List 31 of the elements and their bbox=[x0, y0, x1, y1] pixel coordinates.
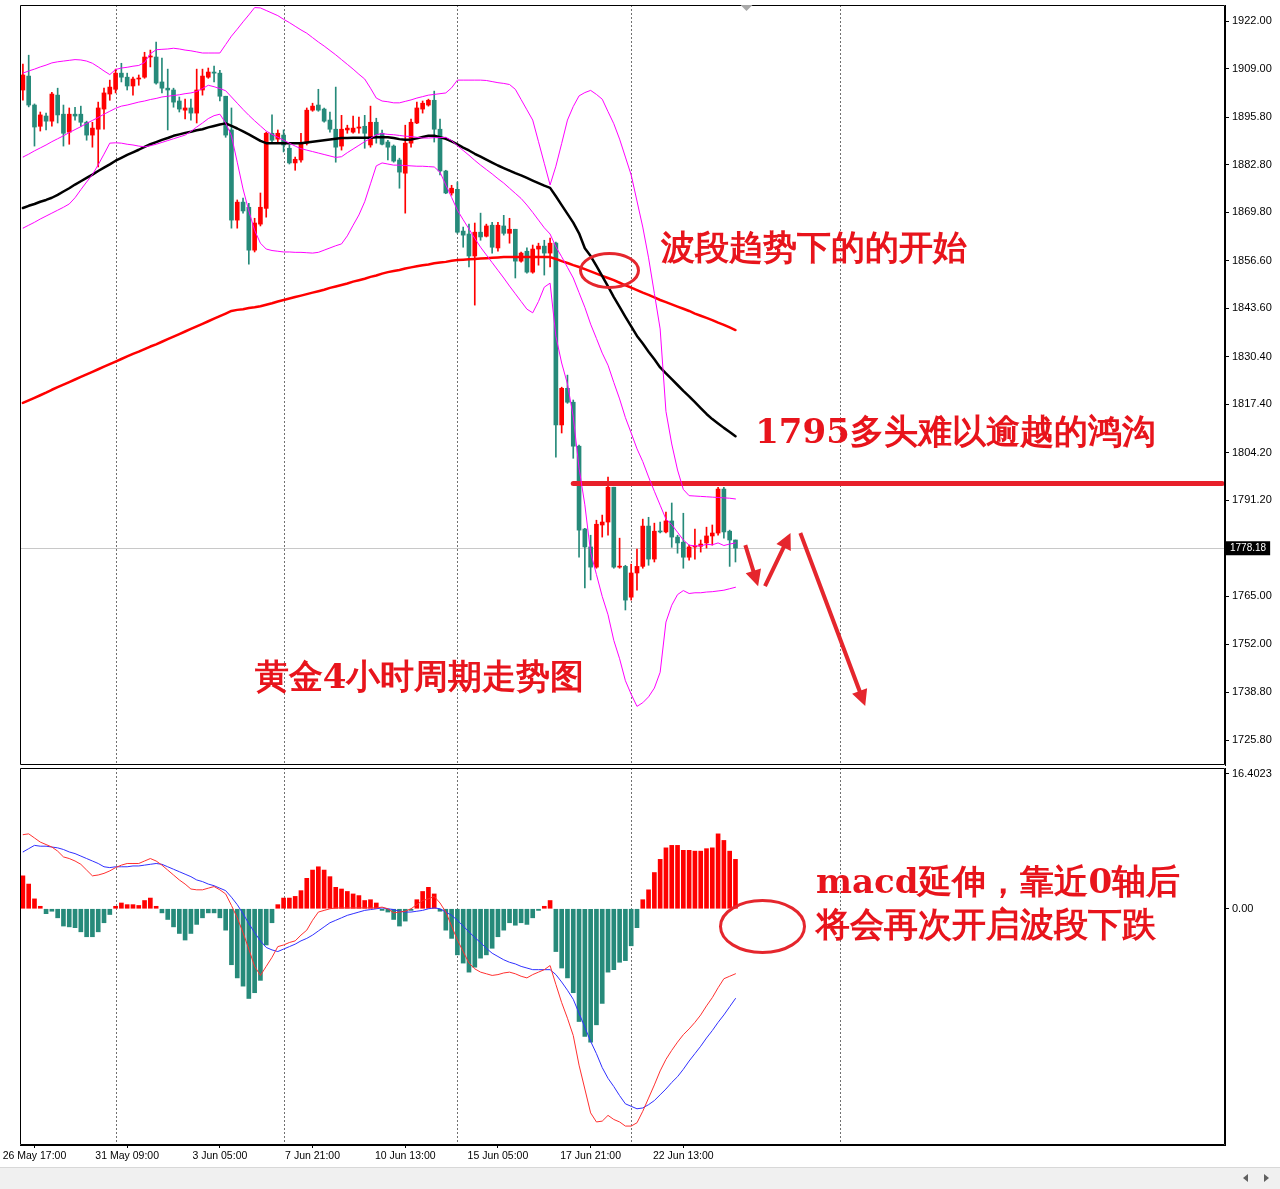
y-tick-label: 16.4023 bbox=[1232, 766, 1272, 779]
y-tick-label: 1725.80 bbox=[1232, 733, 1272, 746]
y-tick-label: 1922.00 bbox=[1232, 14, 1272, 27]
x-tick-label: 3 Jun 05:00 bbox=[192, 1149, 248, 1162]
y-tick-label: 1843.60 bbox=[1232, 301, 1272, 314]
annotation: 黄金4小时周期走势图 bbox=[254, 656, 585, 697]
y-tick-label: 1856.60 bbox=[1232, 253, 1272, 266]
y-tick-label: 0.00 bbox=[1232, 901, 1254, 914]
x-tick-label: 15 Jun 05:00 bbox=[467, 1149, 529, 1162]
y-tick-label: 1895.80 bbox=[1232, 110, 1272, 123]
y-tick-label: 1791.20 bbox=[1232, 493, 1272, 506]
annotation: 波段趋势下的的开始 bbox=[659, 226, 967, 267]
y-tick-label: 1738.80 bbox=[1232, 685, 1272, 698]
annotation: 将会再次开启波段下跌 bbox=[814, 903, 1157, 944]
x-tick-label: 10 Jun 13:00 bbox=[374, 1149, 436, 1162]
y-tick-label: 1882.80 bbox=[1232, 157, 1272, 170]
x-tick-label: 26 May 17:00 bbox=[2, 1149, 67, 1162]
y-tick-label: 1869.80 bbox=[1232, 205, 1272, 218]
x-tick-label: 22 Jun 13:00 bbox=[652, 1149, 714, 1162]
annotation: 1795多头难以逾越的鸿沟 bbox=[755, 410, 1156, 451]
y-tick-label: 1830.40 bbox=[1232, 349, 1272, 362]
y-tick-label: 1817.40 bbox=[1232, 397, 1272, 410]
y-tick-label: 1752.00 bbox=[1232, 637, 1272, 650]
y-tick-label: 1804.20 bbox=[1232, 445, 1272, 458]
y-tick-label: 1909.00 bbox=[1232, 61, 1272, 74]
annotation: macd延伸，靠近0轴后 bbox=[816, 860, 1181, 901]
x-tick-label: 17 Jun 21:00 bbox=[560, 1149, 622, 1162]
ref-line-label: 1778.18 bbox=[1230, 541, 1267, 553]
x-tick-label: 7 Jun 21:00 bbox=[285, 1149, 341, 1162]
x-tick-label: 31 May 09:00 bbox=[95, 1149, 160, 1162]
y-tick-label: 1765.00 bbox=[1232, 589, 1272, 602]
